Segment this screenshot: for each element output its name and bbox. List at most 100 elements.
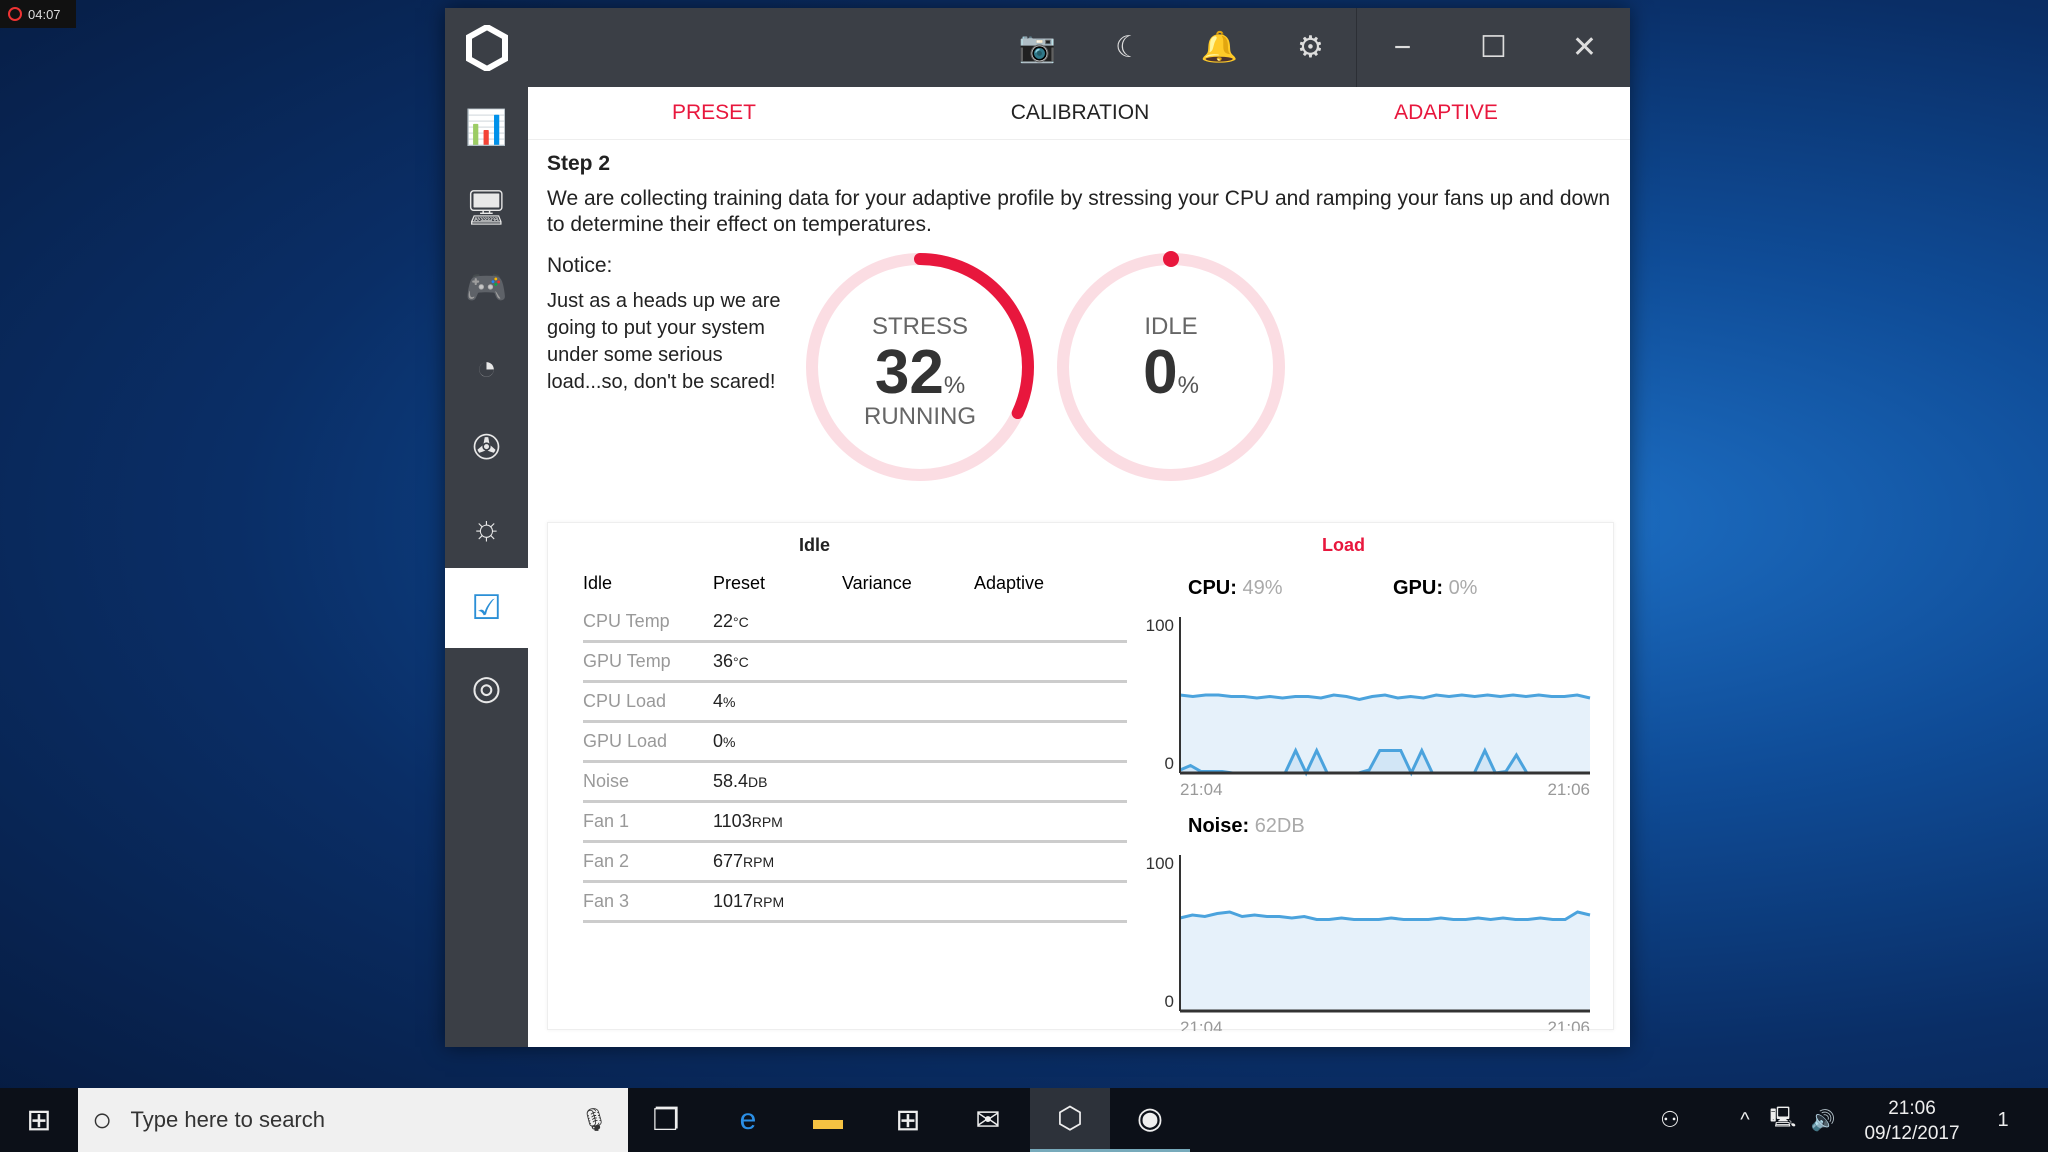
tab-adaptive[interactable]: ADAPTIVE — [1394, 101, 1498, 124]
sidebar-gamepad-icon[interactable]: 🎮 — [465, 269, 508, 307]
file-explorer-icon[interactable]: ▬ — [813, 1103, 843, 1136]
idle-section-title: Idle — [799, 535, 831, 555]
row-label: CPU Load — [583, 691, 667, 711]
table-row: Fan 1 1103RPM — [583, 803, 1127, 843]
steam-icon[interactable]: ◉ — [1110, 1088, 1190, 1152]
table-row: GPU Load 0% — [583, 723, 1127, 763]
store-icon[interactable]: ⊞ — [895, 1103, 921, 1137]
clock[interactable]: 21:06 09/12/2017 — [1864, 1098, 1960, 1144]
idle-label: IDLE — [1144, 313, 1198, 340]
cortana-icon[interactable]: ○ — [92, 1100, 113, 1139]
search-placeholder: Type here to search — [130, 1107, 325, 1132]
row-value: 1103RPM — [713, 811, 783, 831]
search-box[interactable]: ○ Type here to search 🎙 — [78, 1088, 628, 1152]
series-area — [1180, 750, 1590, 773]
load-charts: 100 0 21:04 21:06 100 0 21:04 21:06 — [1146, 616, 1591, 1031]
sidebar-dashboard-icon[interactable]: 📊 — [465, 109, 508, 147]
y-tick-label: 100 — [1146, 854, 1174, 873]
start-windows-icon[interactable]: ⊞ — [26, 1103, 52, 1137]
people-icon[interactable]: ⚇ — [1660, 1107, 1680, 1132]
close-button[interactable]: ✕ — [1571, 31, 1598, 64]
stats-panel: Idle Idle Preset Variance Adaptive CPU T… — [547, 522, 1614, 1031]
table-row: Fan 2 677RPM — [583, 843, 1127, 883]
x-tick-label: 21:04 — [1180, 780, 1223, 799]
row-value: 0% — [713, 731, 736, 751]
row-label: GPU Temp — [583, 651, 671, 671]
cpu-value: 49% — [1242, 577, 1283, 599]
tab-bar: PRESET CALIBRATION ADAPTIVE — [528, 87, 1630, 140]
row-label: CPU Temp — [583, 611, 670, 631]
table-row: CPU Temp 22°C — [583, 603, 1127, 643]
col-header: Variance — [842, 573, 912, 593]
noise-value: 62DB — [1254, 815, 1305, 837]
row-value: 1017RPM — [713, 891, 785, 911]
stress-gauge: STRESS 32% RUNNING — [800, 247, 1040, 487]
series-area — [1180, 912, 1590, 1011]
notice-title: Notice: — [547, 254, 613, 277]
tab-preset[interactable]: PRESET — [671, 101, 757, 124]
x-tick-label: 21:06 — [1547, 780, 1590, 799]
sidebar-disk-icon[interactable]: ◎ — [471, 669, 502, 707]
x-tick-label: 21:06 — [1547, 1018, 1590, 1031]
task-view-icon[interactable]: ❐ — [652, 1103, 680, 1137]
maximize-button[interactable]: ☐ — [1480, 31, 1507, 64]
titlebar: 📷 ☾ 🔔 ⚙ − ☐ ✕ — [528, 8, 1630, 87]
row-value: 22°C — [713, 611, 749, 631]
table-row: GPU Temp 36°C — [583, 643, 1127, 683]
col-header: Adaptive — [974, 573, 1045, 593]
network-icon[interactable]: 🖳 — [1769, 1107, 1797, 1129]
action-center-icon[interactable]: 1 — [1997, 1108, 2009, 1131]
sidebar-checklist-icon[interactable]: ☑ — [445, 568, 528, 648]
notice-text: Just as a heads up we are going to put y… — [547, 290, 781, 393]
gear-icon[interactable]: ⚙ — [1297, 31, 1324, 64]
series-line — [1179, 910, 1591, 922]
bell-icon[interactable]: 🔔 — [1200, 31, 1239, 64]
y-tick-label: 0 — [1165, 992, 1174, 1011]
stress-value: 32% — [874, 338, 966, 407]
stress-label: STRESS — [871, 313, 969, 340]
volume-icon[interactable]: 🔊 — [1810, 1109, 1836, 1132]
x-tick-label: 21:04 — [1180, 1018, 1223, 1031]
sidebar-brightness-icon[interactable]: ☼ — [470, 508, 503, 547]
stress-status: RUNNING — [864, 403, 976, 430]
divider — [1356, 8, 1357, 87]
app-logo-icon[interactable] — [445, 8, 528, 88]
col-header: Preset — [713, 573, 766, 593]
mail-icon[interactable]: ✉ — [975, 1103, 1001, 1137]
y-tick-label: 100 — [1146, 616, 1174, 635]
tab-calibration[interactable]: CALIBRATION — [1010, 101, 1150, 124]
sidebar-monitor-icon[interactable]: 🖥 — [464, 189, 509, 227]
recording-indicator: 04:07 — [0, 0, 76, 28]
step-description: We are collecting training data for your… — [547, 187, 1611, 236]
moon-icon[interactable]: ☾ — [1115, 31, 1142, 64]
load-section-title: Load — [1322, 535, 1365, 555]
taskbar: ⊞ ○ Type here to search 🎙 ❐ e ▬ ⊞ ✉ ⬡ ◉ … — [0, 1088, 2048, 1152]
table-row: Fan 3 1017RPM — [583, 883, 1127, 923]
row-label: Fan 2 — [583, 851, 630, 871]
gpu-value: 0% — [1448, 577, 1478, 599]
microphone-icon[interactable]: 🎙 — [580, 1107, 608, 1132]
col-header: Idle — [583, 573, 613, 593]
sidebar-speedometer-icon[interactable]: ◔ — [476, 348, 497, 387]
sidebar-fan-icon[interactable]: ✇ — [472, 429, 501, 467]
idle-value: 0% — [1143, 338, 1199, 407]
table-row: CPU Load 4% — [583, 683, 1127, 723]
camera-icon[interactable]: 📷 — [1018, 31, 1057, 64]
app-taskbar-icon[interactable]: ⬡ — [1030, 1088, 1110, 1152]
row-label: GPU Load — [583, 731, 668, 751]
table-row: Noise 58.4DB — [583, 763, 1127, 803]
noise-label: Noise: — [1188, 815, 1250, 837]
row-label: Fan 3 — [583, 891, 630, 911]
minimize-button[interactable]: − — [1393, 30, 1412, 64]
row-value: 677RPM — [713, 851, 775, 871]
step-title: Step 2 — [547, 152, 611, 175]
chevron-up-icon[interactable]: ^ — [1740, 1108, 1750, 1131]
row-value: 36°C — [713, 651, 749, 671]
gpu-label: GPU: — [1393, 577, 1443, 599]
idle-gauge: IDLE 0% — [1051, 247, 1291, 487]
y-tick-label: 0 — [1165, 754, 1174, 773]
row-value: 58.4DB — [713, 771, 768, 791]
row-label: Noise — [583, 771, 630, 791]
sidebar: 📊 🖥 🎮 ◔ ✇ ☼ ☑ ◎ — [445, 8, 528, 1047]
edge-icon[interactable]: e — [739, 1103, 757, 1136]
